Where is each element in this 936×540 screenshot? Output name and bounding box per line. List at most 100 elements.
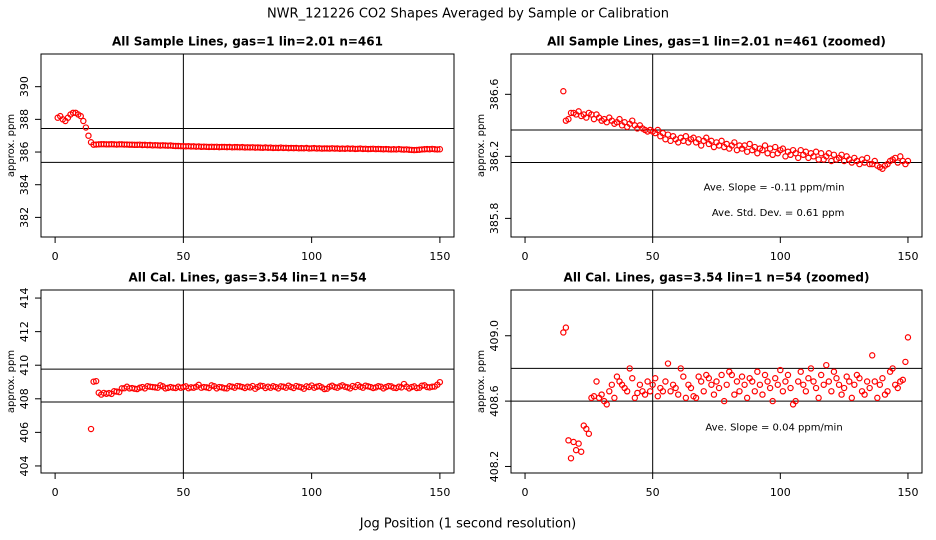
y-axis-label: approx. ppm [476,350,487,413]
y-tick-label: 390 [18,76,31,97]
y-tick-label: 382 [18,207,31,228]
y-tick-label: 406 [18,422,31,443]
data-point [843,373,850,380]
data-point [764,378,771,385]
data-point [772,375,779,382]
x-tick-label: 150 [897,250,918,263]
data-point [672,384,679,392]
data-point [874,394,881,402]
data-point [578,448,585,455]
y-tick-label: 385.8 [488,203,501,235]
data-point [80,117,87,125]
x-tick-label: 150 [897,486,918,499]
data-point [746,140,753,148]
data-point [682,394,690,402]
data-point [629,375,636,382]
data-point [560,329,567,336]
x-tick-label: 0 [52,486,59,499]
data-point [800,381,807,388]
data-point [641,391,649,398]
data-point [82,124,90,131]
data-point [631,394,639,402]
data-point [759,391,766,398]
y-tick-label: 414 [18,288,31,309]
data-point [743,394,751,402]
data-point [646,388,654,395]
data-point [659,388,667,395]
data-point [871,378,878,385]
data-point [616,115,623,123]
y-tick-label: 384 [18,174,31,195]
data-point [606,388,613,395]
data-point [792,397,799,405]
y-tick-label: 386 [18,142,31,163]
data-point [583,425,590,433]
data-point [741,381,748,388]
data-point [787,384,794,392]
x-tick-label: 100 [770,250,791,263]
data-point [562,324,570,331]
data-point [754,150,761,157]
data-point [805,375,812,382]
data-point [749,378,756,385]
data-point [782,378,789,385]
data-point [567,455,575,462]
data-point [738,373,746,380]
data-point [769,397,776,405]
data-point [623,388,631,395]
y-tick-label: 408 [18,388,31,409]
y-tick-label: 386.2 [488,141,501,173]
data-point [705,375,713,382]
data-point [92,377,100,385]
data-point [151,384,159,391]
data-point [863,378,871,385]
data-point [375,383,382,390]
data-point [866,160,873,168]
data-point [731,139,738,146]
y-tick-label: 388 [18,109,31,130]
data-point [560,88,567,95]
data-point [794,378,802,385]
data-point [575,440,582,447]
data-point [817,371,825,379]
page-title: NWR_121226 CO2 Shapes Averaged by Sample… [267,7,669,22]
data-point [434,146,441,153]
data-point [756,381,764,388]
data-point [718,371,725,379]
data-point [395,383,403,390]
panel-title: All Cal. Lines, gas=3.54 lin=1 n=54 [128,271,366,285]
data-point [113,388,120,395]
data-point [718,137,725,145]
data-point [644,378,651,385]
data-point [321,385,328,393]
data-point [703,134,710,141]
data-point [879,375,886,382]
data-point [828,388,835,395]
y-tick-label: 412 [18,321,31,342]
data-point [889,365,896,372]
data-point [884,388,891,395]
data-point [736,388,743,395]
panel: All Sample Lines, gas=1 lin=2.01 n=461 ap… [6,35,455,263]
data-point [866,384,873,392]
data-point [761,142,769,149]
data-point [861,391,868,398]
data-point [87,425,95,433]
data-point [708,381,715,388]
data-point [830,151,838,159]
data-point [593,378,600,385]
x-tick-label: 150 [429,486,450,499]
data-point [85,132,92,139]
data-point [695,373,702,380]
data-point [817,150,825,157]
data-point [904,334,912,341]
data-point [848,394,855,402]
data-point [830,368,838,375]
data-point [221,385,228,392]
data-point [629,117,636,124]
data-point [436,146,444,153]
data-point [654,393,661,400]
data-point [649,381,656,388]
